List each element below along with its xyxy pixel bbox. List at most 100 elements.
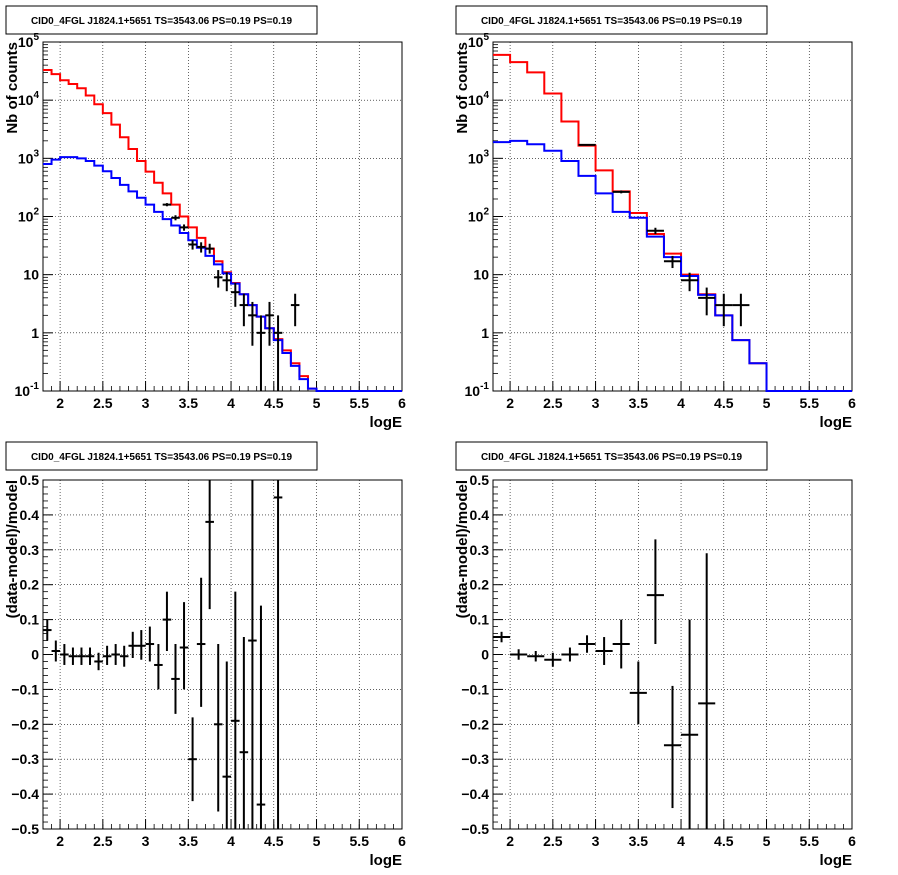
plot-frame (42, 41, 403, 392)
data-point (196, 242, 206, 253)
data-point (85, 647, 95, 665)
title-box (455, 441, 768, 471)
data-point (231, 282, 240, 307)
y-tick-label: −0.4 (11, 786, 39, 802)
data-point (145, 626, 155, 662)
data-point (119, 645, 129, 667)
data-point (188, 717, 197, 802)
y-tick-label: 0.4 (20, 507, 40, 523)
y-axis-title: Nb of counts (4, 42, 21, 134)
y-tick-label: 105 (468, 32, 490, 50)
x-tick-label: 5.5 (350, 395, 370, 411)
data-point (256, 315, 266, 391)
chart-pad-tr: CID0_4FGL J1824.1+5651 TS=3543.06 PS=0.1… (454, 5, 856, 431)
chart-title: CID0_4FGL J1824.1+5651 TS=3543.06 PS=0.1… (31, 16, 293, 27)
data-point (128, 631, 138, 658)
x-tick-label: 3 (142, 833, 150, 849)
data-point (265, 301, 274, 346)
model-source-histogram (493, 139, 852, 392)
x-tick-label: 5.5 (800, 395, 820, 411)
chart-title: CID0_4FGL J1824.1+5651 TS=3543.06 PS=0.1… (481, 16, 743, 27)
data-point (51, 640, 61, 662)
data-point (213, 270, 223, 288)
y-tick-label: 10-1 (465, 381, 490, 399)
x-axis-title: logE (370, 852, 403, 869)
data-point (273, 315, 283, 391)
data-point (612, 619, 630, 669)
x-tick-label: 4 (677, 395, 685, 411)
y-tick-label: 0 (481, 647, 489, 663)
data-point (561, 647, 579, 662)
data-point (154, 644, 163, 690)
chart-pad-br: CID0_4FGL J1824.1+5651 TS=3543.06 PS=0.1… (454, 441, 856, 869)
data-point (60, 644, 69, 665)
x-tick-label: 4.5 (714, 395, 734, 411)
x-tick-label: 5.5 (800, 833, 820, 849)
x-axis-title: logE (820, 852, 853, 869)
y-tick-label: 0.3 (20, 542, 40, 558)
y-axis-title: Nb of counts (454, 42, 471, 134)
x-tick-label: 3 (592, 395, 600, 411)
y-tick-label: 103 (18, 148, 40, 166)
x-tick-label: 2.5 (543, 395, 563, 411)
x-tick-label: 4 (227, 833, 235, 849)
data-point (162, 203, 172, 207)
x-tick-label: 4.5 (264, 395, 284, 411)
x-tick-label: 4.5 (264, 833, 284, 849)
data-point (248, 480, 257, 829)
x-tick-label: 2 (56, 395, 64, 411)
data-point (527, 651, 545, 662)
y-tick-label: 10 (23, 267, 39, 283)
data-point (663, 685, 682, 809)
data-point (188, 240, 197, 250)
x-tick-label: 6 (848, 833, 856, 849)
x-tick-label: 2 (506, 833, 514, 849)
y-tick-label: 102 (468, 207, 490, 225)
data-point (612, 190, 630, 194)
y-tick-label: 1 (31, 325, 39, 341)
data-point (231, 591, 240, 829)
data-point (663, 255, 682, 269)
x-tick-label: 4.5 (714, 833, 734, 849)
y-tick-label: 1 (481, 325, 489, 341)
data-point (171, 215, 180, 221)
x-tick-label: 5 (313, 833, 321, 849)
data-point (222, 272, 232, 292)
chart-title: CID0_4FGL J1824.1+5651 TS=3543.06 PS=0.1… (31, 452, 293, 463)
x-tick-label: 3.5 (629, 833, 649, 849)
y-tick-label: 104 (18, 90, 40, 108)
data-point (248, 301, 257, 346)
y-tick-label: 0.1 (470, 612, 490, 628)
data-point (732, 293, 750, 327)
data-point (290, 293, 300, 327)
y-tick-label: −0.2 (461, 716, 489, 732)
data-point (698, 553, 716, 829)
y-tick-label: 0 (31, 647, 39, 663)
x-tick-label: 4 (677, 833, 685, 849)
x-tick-label: 6 (398, 833, 406, 849)
data-point (68, 647, 78, 665)
x-axis-title: logE (820, 414, 853, 431)
y-tick-label: 10 (473, 267, 489, 283)
y-tick-label: 103 (468, 148, 490, 166)
x-tick-label: 2.5 (543, 833, 563, 849)
data-point (111, 644, 120, 665)
y-tick-label: 104 (468, 90, 490, 108)
data-point (715, 293, 733, 327)
data-point (43, 619, 52, 641)
x-tick-label: 5 (763, 833, 771, 849)
data-point (544, 652, 562, 667)
model-total-histogram (493, 53, 852, 392)
x-tick-label: 2 (506, 395, 514, 411)
data-point (179, 224, 189, 231)
chart-pad-tl: CID0_4FGL J1824.1+5651 TS=3543.06 PS=0.1… (4, 5, 406, 431)
y-tick-label: −0.3 (11, 751, 39, 767)
data-point (681, 619, 699, 829)
data-point (646, 227, 664, 235)
data-point (239, 293, 249, 327)
data-point (578, 143, 596, 146)
data-point (179, 602, 189, 690)
data-point (646, 539, 664, 645)
chart-title: CID0_4FGL J1824.1+5651 TS=3543.06 PS=0.1… (481, 452, 743, 463)
data-point (578, 635, 596, 653)
